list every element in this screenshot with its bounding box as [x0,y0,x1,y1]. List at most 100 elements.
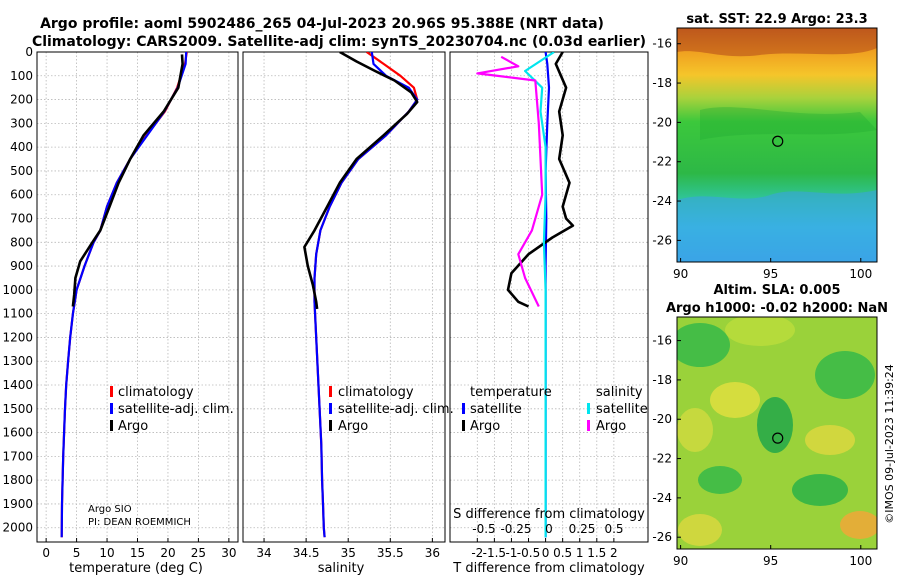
sla-low-4 [698,466,742,494]
sla-low-5 [792,474,848,506]
sla-map-subtitle: Argo h1000: -0.02 h2000: NaN [666,301,888,316]
sla-high-5 [678,514,722,546]
copyright-stamp: ©IMOS 09-Jul-2023 11:39:24 [883,364,896,524]
legend-t-satellite: satellite [470,402,522,417]
y-tick-label: 1900 [2,497,33,511]
s-tick-0.5: 0.5 [604,522,623,536]
sla-map-tick-labels: 90 95 100 -16 -18 -20 -22 -24 -26 [652,334,872,568]
x-tick-label: 20 [160,546,175,560]
salinity-grid [243,51,445,542]
x-tick-label: 36 [425,546,440,560]
legend2-swatch-satellite [329,403,332,414]
map-y-tick-label: -18 [652,373,672,387]
series-line-argo [303,52,419,310]
series-line-climatology [313,52,419,538]
legend2-swatch-argo [329,420,332,431]
legend3-swatch-s-satellite [587,403,590,414]
title-line2: Climatology: CARS2009. Satellite-adj cli… [32,34,646,50]
sla-argo-location-marker [772,432,784,444]
map-y-tick-label: -26 [652,530,672,544]
pi-annotation-line1: Argo SIO [88,504,132,515]
series-line-satellite-adj-clim- [313,52,419,538]
map-y-tick-label: -24 [652,194,672,208]
y-tick-label: 1500 [2,402,33,416]
sla-low-2 [815,351,875,399]
legend-argo: Argo [118,419,148,434]
sla-map: Altim. SLA: 0.005 Argo h1000: -0.02 h200… [652,283,888,568]
map-y-tick-label: -16 [652,37,672,51]
x-tick-label: 35 [341,546,356,560]
x-tick-label: 2 [610,546,618,560]
legend-swatch-satellite [110,403,113,414]
legend-satellite: satellite-adj. clim. [118,402,234,417]
title-line1: Argo profile: aoml 5902486_265 04-Jul-20… [40,16,604,32]
difference-legend: temperature satellite Argo salinity sate… [462,385,648,434]
salinity-profiles [303,52,419,538]
y-tick-label: 1000 [2,283,33,297]
t-difference-xlabel: T difference from climatology [452,561,645,576]
temperature-panel: 0100200300400500600700800900100011001200… [2,45,239,576]
series-line-argo [71,54,184,307]
sst-cool-patch [677,190,877,262]
legend-swatch-climatology [110,386,113,397]
legend-salinity-title: salinity [596,385,643,400]
y-tick-label: 100 [10,69,33,83]
sla-high-1 [840,511,877,539]
x-tick-label: 0 [542,546,550,560]
legend3-swatch-t-argo [462,420,465,431]
map-x-tick-label: 95 [763,267,778,281]
x-tick-label: -1.5 [483,546,506,560]
x-tick-label: -2 [471,546,483,560]
sla-field [677,317,877,549]
temperature-profiles [60,52,188,538]
map-x-tick-label: 95 [763,554,778,568]
legend2-satellite: satellite-adj. clim. [338,402,454,417]
salinity-xlabel: salinity [318,561,365,576]
map-x-tick-label: 100 [849,267,872,281]
x-tick-label: 35.5 [377,546,404,560]
y-tick-label: 1300 [2,354,33,368]
series-line-satellite-adj-clim- [60,52,188,538]
sla-low-3 [757,397,793,453]
y-tick-label: 200 [10,93,33,107]
y-tick-label: 1400 [2,378,33,392]
x-tick-label: 34.5 [293,546,320,560]
sla-map-title: Altim. SLA: 0.005 [714,283,841,298]
map-y-tick-label: -16 [652,334,672,348]
x-tick-label: 0 [42,546,50,560]
sla-ridge-1 [725,317,795,346]
y-tick-label: 800 [10,235,33,249]
map-x-tick-label: 90 [673,267,688,281]
map-x-tick-label: 100 [849,554,872,568]
sst-map-tick-labels: 90 95 100 -16 -18 -20 -22 -24 -26 [652,37,872,281]
pi-annotation-line2: PI: DEAN ROEMMICH [88,517,191,528]
map-y-tick-label: -18 [652,76,672,90]
x-tick-label: 15 [130,546,145,560]
t-difference-tick-labels: -2 -1.5 -1 -0.5 0 0.5 1 1.5 2 [471,538,618,560]
s-tick-0.25: 0.25 [569,522,596,536]
sst-green-band [700,107,877,140]
legend3-swatch-s-argo [587,420,590,431]
legend3-swatch-t-satellite [462,403,465,414]
temperature-xlabel: temperature (deg C) [69,561,203,576]
s-difference-tick-labels: -0.5 -0.25 0 0.25 0.5 [472,522,623,536]
y-tick-label: 900 [10,259,33,273]
y-tick-label: 1600 [2,426,33,440]
x-tick-label: 0.5 [553,546,572,560]
y-tick-label: 600 [10,188,33,202]
legend2-climatology: climatology [338,385,414,400]
salinity-tick-labels: 34 34.5 35 35.5 36 [256,538,440,560]
legend-s-satellite: satellite [596,402,648,417]
x-tick-label: -1 [505,546,517,560]
salinity-axes-box [242,51,446,543]
y-tick-label: 400 [10,140,33,154]
map-y-tick-label: -22 [652,452,672,466]
legend-swatch-argo [110,420,113,431]
s-tick-minus-0.25: -0.25 [500,522,531,536]
sst-map-frame [676,27,878,263]
sst-field [677,28,877,262]
sla-high-4 [677,408,713,452]
sla-low-1 [677,323,730,367]
map-y-tick-label: -22 [652,155,672,169]
